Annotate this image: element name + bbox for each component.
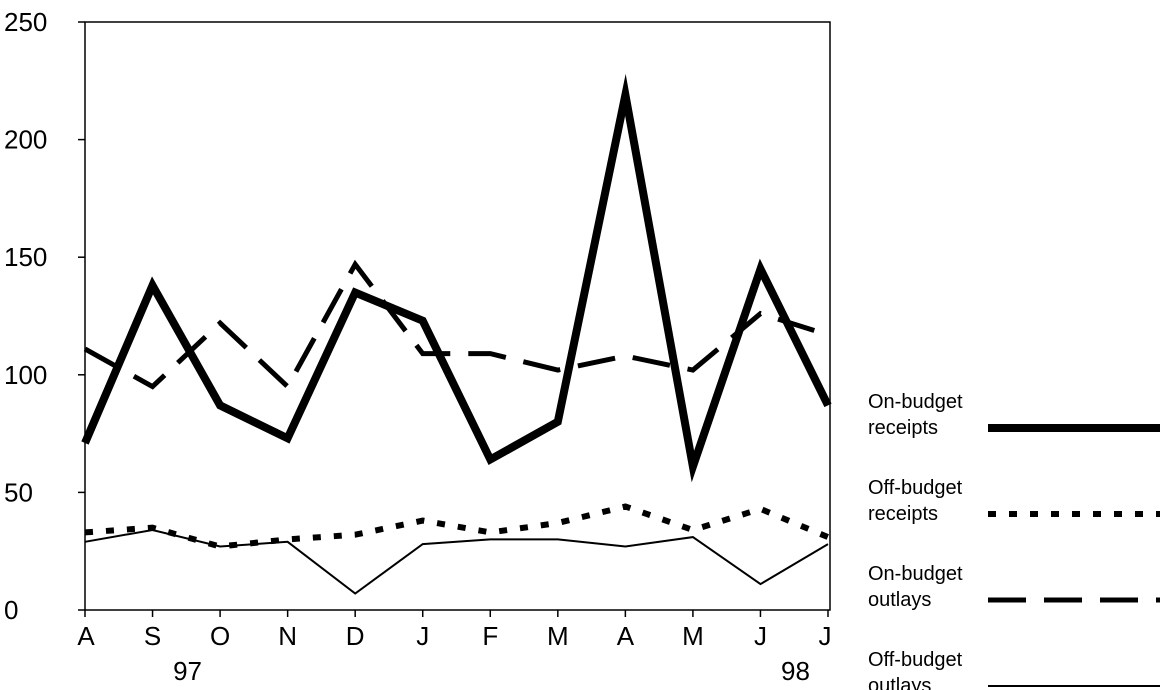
series-line-off-budget-outlays	[84, 528, 829, 595]
x-tick-label: J	[416, 621, 429, 651]
x-tick-label: J	[754, 621, 767, 651]
series-line-on-budget-receipts	[81, 73, 832, 483]
x-tick-label: M	[547, 621, 569, 651]
x-tick-label: J	[819, 621, 832, 651]
y-tick-label: 0	[4, 595, 18, 625]
x-tick-label: F	[482, 621, 498, 651]
x-tick-label: D	[346, 621, 365, 651]
x-tick-label: S	[144, 621, 161, 651]
legend: On-budgetreceiptsOff-budgetreceiptsOn-bu…	[868, 391, 1160, 690]
legend-entry-on-budget-outlays: On-budget outlays	[868, 563, 1160, 611]
x-tick-label: M	[682, 621, 704, 651]
x-tick-label: A	[617, 621, 635, 651]
x-tick-label: O	[210, 621, 230, 651]
series-line-on-budget-outlays	[83, 259, 829, 391]
legend-entry-off-budget-outlays: Off-budget outlays	[868, 649, 1160, 690]
y-tick-label: 150	[4, 242, 47, 272]
y-tick-label: 100	[4, 360, 47, 390]
y-axis: 0 50 100 150 200 250	[4, 7, 85, 625]
x-tick-label: A	[77, 621, 95, 651]
legend-entry-on-budget-receipts: On-budget receipts	[868, 391, 1160, 439]
series-lines	[81, 73, 832, 595]
legend-label: receipts	[868, 503, 938, 525]
legend-label: On-budget	[868, 563, 963, 585]
x-axis: A S O N D J F M A M J J 97 98	[77, 610, 832, 686]
legend-label: Off-budget	[868, 477, 963, 499]
plot-area	[84, 21, 831, 611]
legend-label: receipts	[868, 417, 938, 439]
y-tick-label: 250	[4, 7, 47, 37]
legend-label: Off-budget	[868, 649, 963, 671]
legend-label: outlays	[868, 589, 931, 611]
plot-border	[84, 21, 831, 611]
legend-entry-off-budget-receipts: Off-budget receipts	[868, 477, 1160, 525]
legend-label: On-budget	[868, 391, 963, 413]
y-tick-label: 50	[4, 477, 33, 507]
x-year-label: 98	[781, 656, 810, 686]
x-year-label: 97	[173, 656, 202, 686]
legend-label: outlays	[868, 675, 931, 690]
y-tick-label: 200	[4, 125, 47, 155]
x-tick-label: N	[278, 621, 297, 651]
